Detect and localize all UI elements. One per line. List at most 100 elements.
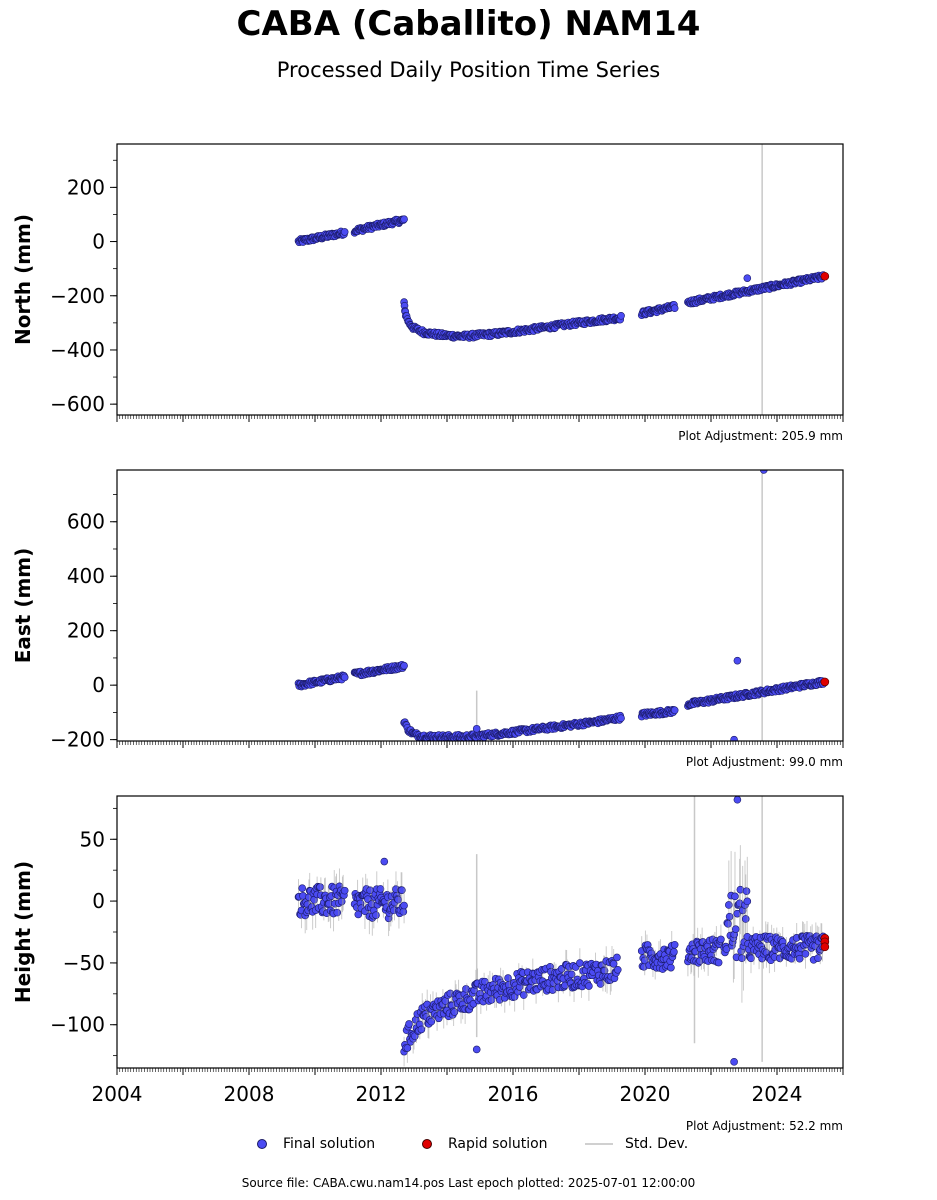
final-solution-point	[380, 857, 389, 866]
y-tick-label: 0	[92, 673, 105, 697]
panel-0: −600 −400 −200 0 200 North (mm)	[11, 143, 844, 422]
legend-rapid: Rapid solution	[422, 1136, 548, 1152]
axes-frame	[116, 143, 844, 416]
y-tick-label: 400	[67, 564, 105, 588]
final-solution-point	[399, 907, 408, 916]
x-tick-label: 2020	[620, 1082, 671, 1106]
x-tick-label: 2016	[488, 1082, 539, 1106]
page-title: CABA (Caballito) NAM14	[236, 4, 701, 44]
final-solution-point	[717, 935, 725, 944]
y-tick-label: −600	[50, 392, 105, 416]
y-tick-label: 50	[80, 827, 105, 851]
final-solution-point	[504, 974, 512, 982]
final-solution-point	[733, 796, 742, 804]
legend-final: Final solution	[257, 1136, 375, 1152]
final-solution-point	[333, 908, 342, 917]
final-solution-point	[617, 312, 625, 320]
final-solution-point	[316, 883, 324, 891]
final-solution-point	[417, 1025, 426, 1034]
final-solution-point	[617, 714, 625, 722]
final-solution-point	[613, 965, 622, 974]
y-tick-label: −100	[50, 1013, 105, 1037]
final-solution-point	[472, 1045, 481, 1054]
final-solution-point	[337, 897, 346, 906]
y-axis-label: East (mm)	[11, 548, 35, 664]
final-solution-point	[670, 706, 679, 715]
y-tick-label: 200	[67, 175, 105, 199]
panel-2: −100 −50 0 50 2004 2008 2012 2016 2020 2024 Height…	[11, 795, 844, 1106]
final-solution-point	[567, 970, 576, 979]
legend-final-label: Final solution	[283, 1136, 376, 1152]
final-solution-point	[670, 940, 679, 949]
final-solution-point	[613, 953, 621, 962]
final-solution-point	[372, 911, 380, 919]
y-axis-label: Height (mm)	[11, 861, 35, 1003]
final-solution-point	[795, 954, 804, 963]
final-solution-point	[450, 1008, 459, 1016]
x-tick-label: 2012	[356, 1082, 407, 1106]
final-solution-point	[742, 887, 751, 896]
final-solution-point	[394, 895, 402, 904]
final-solution-point	[519, 991, 528, 999]
final-solution-point	[738, 954, 746, 962]
rapid-solution-point	[820, 942, 830, 952]
final-solution-point	[801, 950, 810, 958]
final-solution-point	[400, 901, 408, 910]
final-solution-point	[747, 954, 755, 963]
y-tick-label: −200	[50, 284, 105, 308]
final-solution-point	[340, 673, 349, 682]
final-solution-point	[376, 885, 385, 893]
final-solution-point	[585, 982, 593, 990]
y-tick-label: 0	[92, 230, 105, 254]
east-plot-adjustment: Plot Adjustment: 99.0 mm	[685, 755, 843, 769]
north-plot-adjustment: Plot Adjustment: 205.9 mm	[678, 429, 843, 443]
y-axis-label: North (mm)	[11, 214, 35, 345]
final-solution-point	[670, 304, 679, 313]
x-tick-label: 2024	[752, 1082, 803, 1106]
x-tick-label: 2004	[92, 1082, 143, 1106]
y-tick-label: −200	[50, 728, 105, 752]
final-solution-point	[724, 920, 732, 928]
plot-area	[294, 470, 830, 741]
page-subtitle: Processed Daily Position Time Series	[276, 58, 661, 82]
final-solution-point	[743, 897, 752, 906]
final-solution-point	[760, 470, 768, 474]
y-tick-label: −400	[50, 338, 105, 362]
plot-area	[294, 796, 830, 1067]
final-solution-point	[730, 735, 738, 741]
final-solution-point	[472, 724, 481, 733]
final-solution-point	[733, 656, 742, 665]
final-solution-point	[722, 945, 731, 953]
final-solution-point	[427, 1017, 436, 1026]
rapid-solution-point	[820, 677, 830, 687]
final-solution-point	[725, 912, 734, 921]
footer-source: Source file: CABA.cwu.nam14.pos Last epo…	[241, 1176, 696, 1190]
plot-area	[294, 144, 830, 415]
final-solution-point	[741, 915, 750, 923]
final-solution-point	[670, 948, 678, 956]
legend-std: Std. Dev.	[585, 1136, 688, 1152]
y-tick-label: 0	[92, 889, 105, 913]
final-solution-marker-icon	[257, 1139, 267, 1149]
final-solution-point	[403, 1044, 412, 1052]
final-solution-point	[487, 996, 496, 1004]
final-solution-point	[576, 959, 584, 967]
final-solution-point	[731, 925, 740, 933]
final-solution-point	[298, 884, 307, 892]
legend-std-label: Std. Dev.	[625, 1136, 689, 1152]
legend: Final solution Rapid solution Std. Dev.	[0, 1136, 937, 1158]
y-tick-label: 200	[67, 619, 105, 643]
final-solution-point	[714, 958, 723, 967]
std-dev-line-icon	[585, 1143, 613, 1145]
final-solution-point	[725, 901, 733, 909]
rapid-solution-point	[820, 271, 830, 281]
final-solution-point	[743, 274, 752, 282]
panel-1: −200 0 200 400 600 East (mm)	[11, 469, 844, 752]
legend-rapid-label: Rapid solution	[448, 1136, 548, 1152]
final-solution-point	[609, 960, 618, 968]
x-tick-label: 2008	[224, 1082, 275, 1106]
final-solution-point	[730, 1058, 738, 1066]
rapid-solution-marker-icon	[422, 1139, 432, 1149]
y-tick-label: 600	[67, 510, 105, 534]
